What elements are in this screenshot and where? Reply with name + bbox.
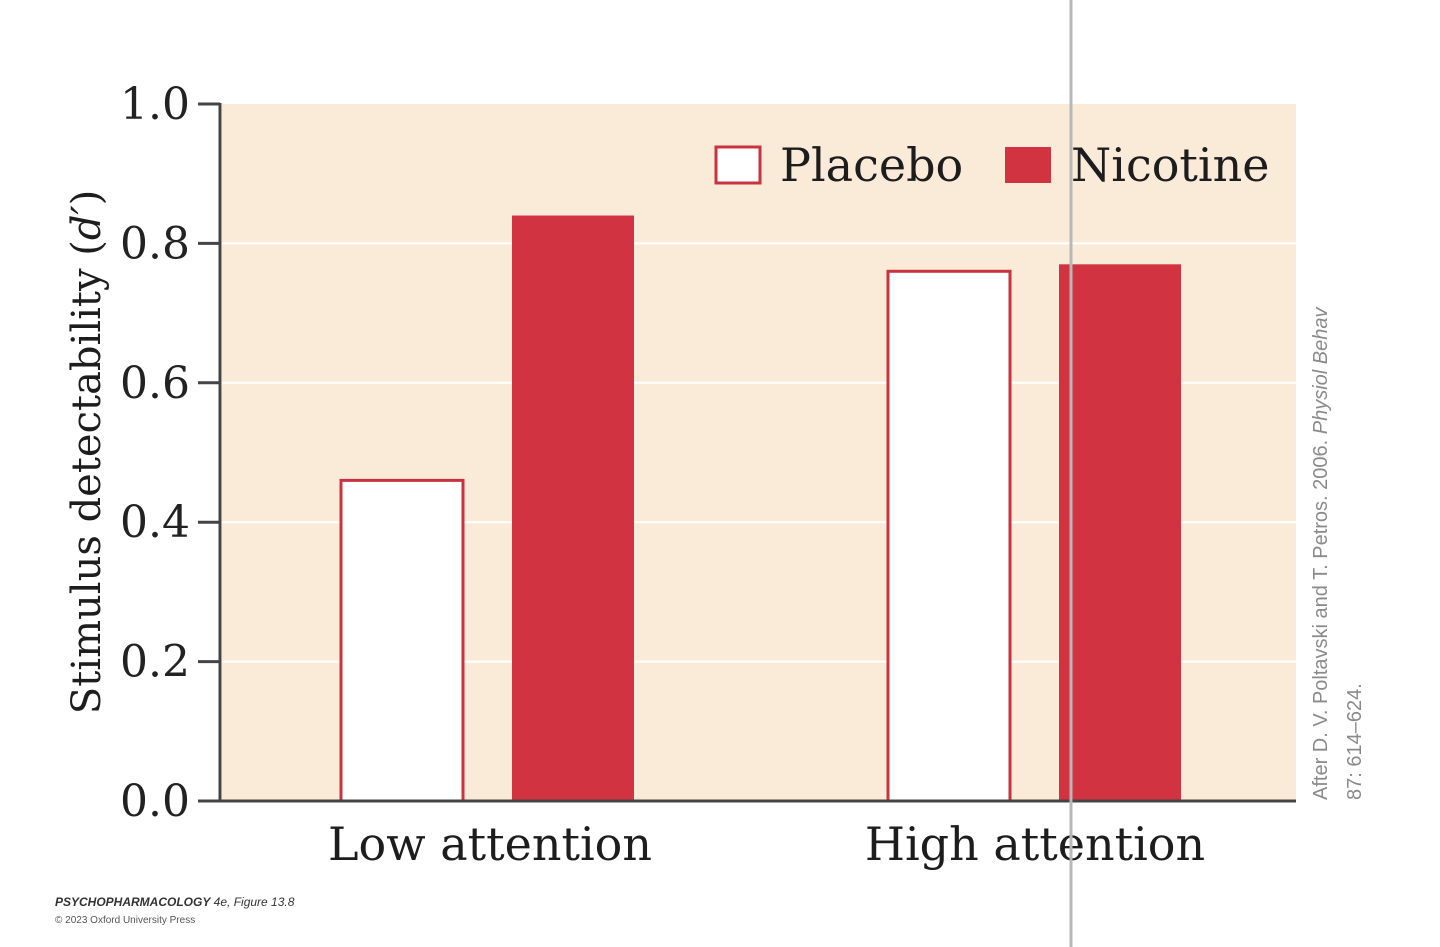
y-tick-label: 0.0 xyxy=(120,776,190,827)
y-axis-label-prefix: Stimulus detectability ( xyxy=(64,240,110,714)
y-axis-label-variable: d′ xyxy=(64,205,110,240)
figure-footer: PSYCHOPHARMACOLOGY 4e, Figure 13.8 © 202… xyxy=(55,895,295,926)
legend-swatch-placebo xyxy=(714,145,762,185)
y-tick-label: 0.2 xyxy=(120,637,190,688)
y-tick-label: 1.0 xyxy=(120,79,190,130)
source-credit-line-1: After D. V. Poltavski and T. Petros. 200… xyxy=(1310,306,1332,800)
legend-swatch-nicotine xyxy=(1005,147,1051,183)
y-tick-label: 0.8 xyxy=(120,218,190,269)
source-credit-line-2: 87: 614–624. xyxy=(1344,683,1366,800)
x-category-label: Low attention xyxy=(328,817,652,871)
source-credit: After D. V. Poltavski and T. Petros. 200… xyxy=(1310,306,1366,800)
bar-nicotine-high-attention xyxy=(1059,264,1181,801)
y-axis-label: Stimulus detectability (d′) xyxy=(64,190,110,714)
bar-placebo-high-attention xyxy=(886,269,1012,803)
legend: Placebo Nicotine xyxy=(714,138,1269,192)
x-category-label: High attention xyxy=(865,817,1205,871)
bar-nicotine-low-attention xyxy=(512,215,634,801)
y-axis-ticks: 0.0 0.2 0.4 0.6 0.8 1.0 xyxy=(120,79,220,827)
footer-figure-reference: PSYCHOPHARMACOLOGY 4e, Figure 13.8 xyxy=(55,895,295,909)
y-tick-label: 0.6 xyxy=(120,358,190,409)
footer-copyright: © 2023 Oxford University Press xyxy=(55,915,195,926)
y-tick-label: 0.4 xyxy=(120,497,190,548)
x-category-labels: Low attention High attention xyxy=(328,817,1205,871)
legend-label-placebo: Placebo xyxy=(780,138,963,192)
y-axis-label-suffix: ) xyxy=(64,190,110,206)
legend-label-nicotine: Nicotine xyxy=(1071,138,1269,192)
bar-placebo-low-attention xyxy=(339,478,465,803)
